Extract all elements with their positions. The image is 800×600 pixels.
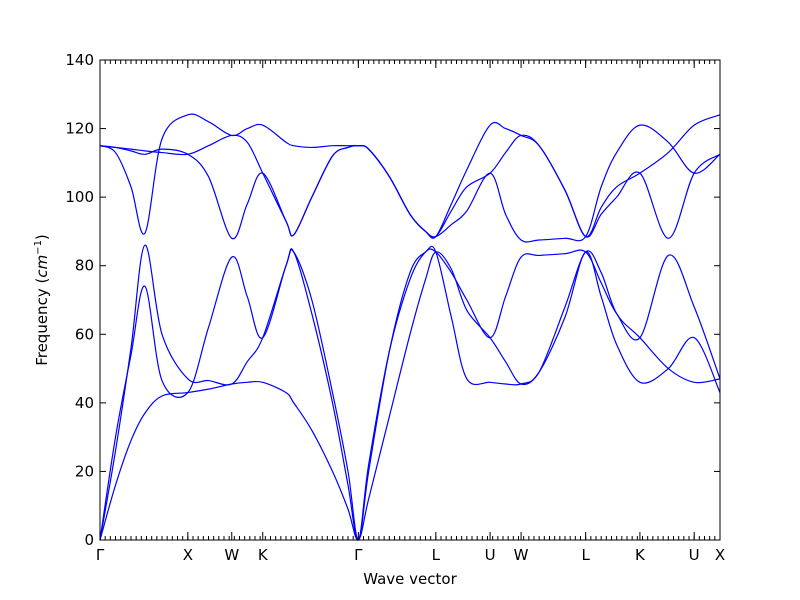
x-tick-label: X: [715, 546, 725, 564]
band-line-3: [99, 248, 721, 541]
x-tick-label: L: [581, 546, 590, 564]
band-line-6: [99, 113, 721, 243]
x-tick-label: Γ: [354, 546, 363, 564]
band-line-2: [99, 244, 721, 541]
y-tick-label: 140: [65, 51, 94, 69]
y-tick-label: 100: [65, 188, 94, 206]
x-tick-label: L: [432, 546, 441, 564]
y-axis-title-suffix: ): [33, 234, 51, 240]
band-line-5: [99, 121, 721, 239]
x-tick-label: W: [514, 546, 529, 564]
band-curves: [99, 113, 721, 541]
y-tick-label: 60: [75, 325, 94, 343]
x-tick-label: U: [485, 546, 496, 564]
y-tick-label: 20: [75, 462, 94, 480]
y-axis-title-prefix: Frequency (: [33, 278, 51, 366]
y-tick-label: 40: [75, 394, 94, 412]
y-tick-label: 120: [65, 120, 94, 138]
x-tick-label: W: [224, 546, 239, 564]
x-tick-label: Γ: [96, 546, 105, 564]
y-axis-title: Frequency (cm−1): [33, 234, 51, 366]
x-tick-label: K: [635, 546, 646, 564]
y-tick-label: 0: [84, 531, 94, 549]
x-axis-title: Wave vector: [363, 570, 457, 588]
y-tick-label: 80: [75, 257, 94, 275]
x-tick-label: U: [689, 546, 700, 564]
band-line-1: [99, 251, 721, 541]
x-tick-label: X: [183, 546, 193, 564]
y-axis-ticks: 0 20 40 60 80 100 120 140: [65, 51, 720, 549]
y-axis-title-exponent: −1: [33, 240, 44, 255]
band-line-4: [99, 114, 721, 240]
plot-frame: [99, 59, 721, 541]
y-axis-title-unit: cm: [33, 255, 51, 278]
x-tick-label: K: [258, 546, 269, 564]
minor-ticks: [99, 60, 721, 540]
